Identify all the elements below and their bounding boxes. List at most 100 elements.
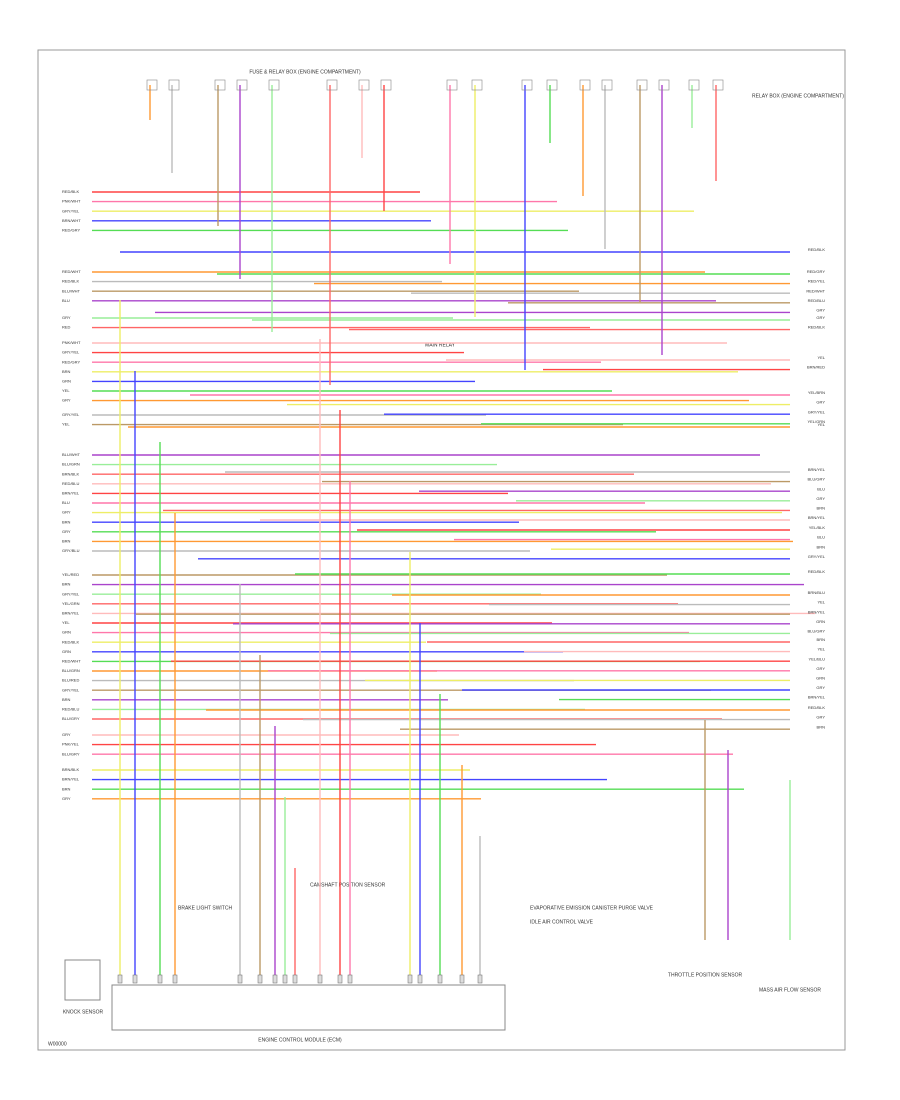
wire-label: GRY <box>62 796 71 801</box>
ecm-pin <box>157 974 163 984</box>
connector-pin <box>579 79 591 91</box>
wire-label: BLU <box>62 298 70 303</box>
ecm-pin <box>459 974 465 984</box>
ecm-pin <box>117 974 123 984</box>
wire-label: BRN <box>62 786 71 791</box>
wire-label: BRN <box>817 724 826 729</box>
component-label: THROTTLE POSITION SENSOR <box>668 972 743 978</box>
wire-label: BLU/GRY <box>808 628 826 633</box>
wire-label: YEL/BLU <box>809 656 826 661</box>
connector-pin <box>326 79 338 91</box>
ecm-pin <box>172 974 178 984</box>
connector-pin <box>712 79 724 91</box>
wire-label: PNK/WHT <box>62 199 81 204</box>
wire-label: GRY <box>62 529 71 534</box>
wire-label: GRN <box>62 630 71 635</box>
wire-label: BRN/YEL <box>62 777 80 782</box>
wire-label: BLU <box>817 535 825 540</box>
connector-pin <box>601 79 613 91</box>
connector-pin <box>446 79 458 91</box>
wire-label: BRN/YEL <box>808 467 826 472</box>
connector-pin <box>268 79 280 91</box>
wire-label: YEL/GRN <box>807 419 825 424</box>
wire-label: YEL <box>817 355 825 360</box>
wire-label: BLU <box>817 486 825 491</box>
ecm-box <box>111 984 506 1031</box>
component-label: EVAPORATIVE EMISSION CANISTER PURGE VALV… <box>530 905 654 911</box>
wire-label: RED/BLU <box>808 298 825 303</box>
wire-label: YEL <box>817 422 825 427</box>
top-connector-title: FUSE & RELAY BOX (ENGINE COMPARTMENT) <box>249 69 361 75</box>
ecm-pin <box>317 974 323 984</box>
wire-label: BLU/GRY <box>62 716 80 721</box>
ecm-pin <box>132 974 138 984</box>
wire-labels: RED/BLK PNK/WHT GRY/YEL BRN/WHT RED/GRY RED/W… <box>62 189 826 801</box>
wire-label: YEL/BRN <box>808 390 825 395</box>
frame <box>37 49 846 1051</box>
wire-label: PNK/WHT <box>62 340 81 345</box>
wire-label: GRY/YEL <box>808 554 826 559</box>
connector-pin <box>636 79 648 91</box>
wire-label: GRN <box>816 619 825 624</box>
wire-label: GRY <box>62 510 71 515</box>
wire-label: RED/BLU <box>62 481 79 486</box>
wire-label: BLU/GRN <box>62 462 80 467</box>
wire-label: RED <box>62 325 71 330</box>
wire-label: YEL <box>817 600 825 605</box>
wire-label: GRY <box>62 398 71 403</box>
ecm-pin <box>237 974 243 984</box>
ecm-pin <box>417 974 423 984</box>
wire-label: BLU/RED <box>62 678 79 683</box>
connector-pin <box>658 79 670 91</box>
ecm-pin <box>477 974 483 984</box>
component-label: CAMSHAFT POSITION SENSOR <box>310 882 386 888</box>
component-label: IDLE AIR CONTROL VALVE <box>530 919 594 925</box>
connector-pin <box>214 79 226 91</box>
wire-label: RED/YEL <box>808 279 826 284</box>
wire-label: GRY <box>816 400 825 405</box>
wire-label: BRN <box>62 582 71 587</box>
wire-label: BLU/WHT <box>62 288 81 293</box>
wire-label: RED/BLK <box>808 325 825 330</box>
wire-label: YEL <box>817 647 825 652</box>
wire-label: BLU/GRY <box>808 477 826 482</box>
wire-label: GRY/YEL <box>62 687 80 692</box>
footer-code: W00000 <box>48 1041 67 1047</box>
wire-label: BRN <box>62 369 71 374</box>
connector-pin <box>471 79 483 91</box>
wire-label: GRY <box>816 307 825 312</box>
wire-label: BRN <box>62 697 71 702</box>
wire-label: BRN/WHT <box>62 218 81 223</box>
ecm-pin <box>272 974 278 984</box>
wire-label: YEL/RED <box>62 572 79 577</box>
wire-label: GRY/YEL <box>62 350 80 355</box>
wire-label: GRY/YEL <box>62 412 80 417</box>
wire-label: BRN/BLK <box>62 471 79 476</box>
component-label: KNOCK SENSOR <box>63 1009 104 1015</box>
ecm-pin <box>347 974 353 984</box>
wire-label: BRN/BLK <box>62 767 79 772</box>
wire-label: GRY <box>62 315 71 320</box>
component-label: BRAKE LIGHT SWITCH <box>178 905 232 911</box>
wire-label: GRN <box>62 649 71 654</box>
wire-label: GRY/YEL <box>62 208 80 213</box>
wire-label: BLU/GRN <box>62 668 80 673</box>
connector-pin <box>546 79 558 91</box>
wire-label: BRN <box>62 519 71 524</box>
wire-label: BRN <box>817 505 826 510</box>
wires <box>92 79 815 984</box>
wire-label: GRY <box>62 732 71 737</box>
wire-label: RED/GRY <box>62 359 80 364</box>
wire-label: GRY <box>816 715 825 720</box>
connector-pin <box>380 79 392 91</box>
connector-pin <box>146 79 158 91</box>
wire-label: BRN/YEL <box>808 515 826 520</box>
wire-label: RED/WHT <box>62 658 81 663</box>
ecm-pin <box>407 974 413 984</box>
connector-pin <box>358 79 370 91</box>
wire-label: GRY/YEL <box>62 591 80 596</box>
wire-label: GRY/YEL <box>808 409 826 414</box>
relay-box-title: RELAY BOX (ENGINE COMPARTMENT) <box>752 93 844 99</box>
